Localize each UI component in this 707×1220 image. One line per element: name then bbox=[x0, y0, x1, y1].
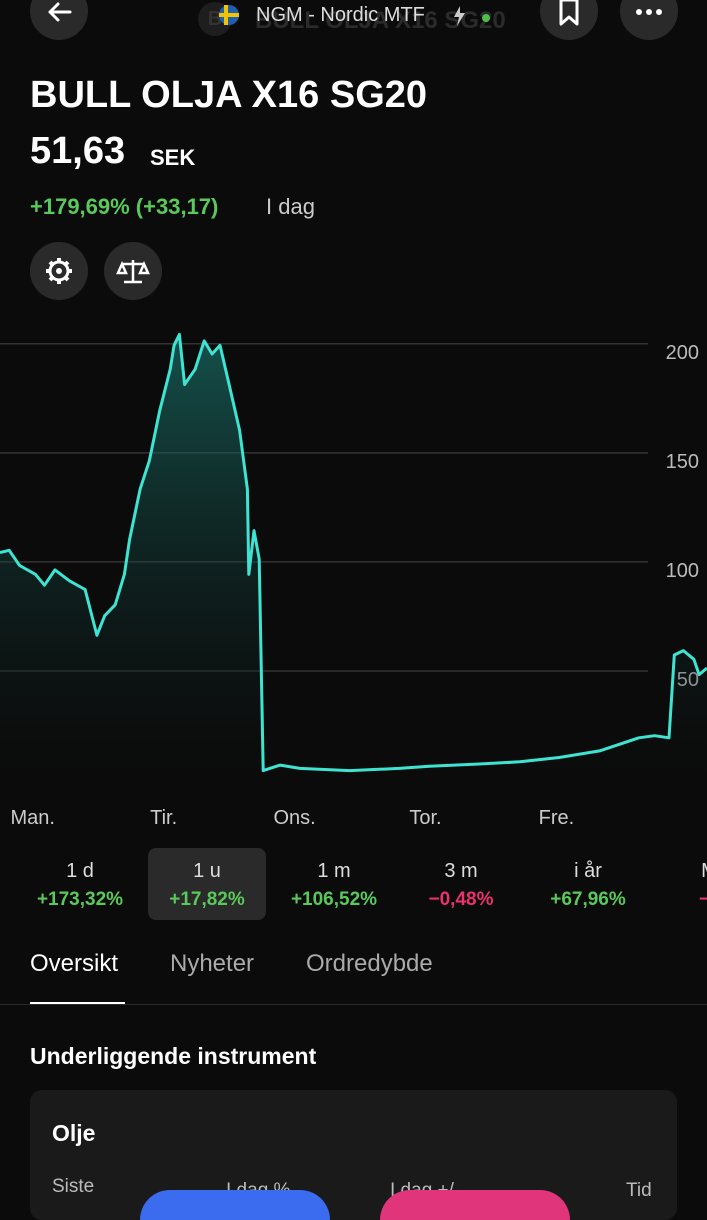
price-line bbox=[0, 332, 707, 773]
x-tick-label: Tor. bbox=[409, 807, 441, 829]
card-title: Olje bbox=[52, 1120, 96, 1146]
settings-button[interactable] bbox=[30, 242, 88, 300]
tab[interactable]: Nyheter bbox=[170, 950, 255, 977]
period-option[interactable]: 1 m +106,52% bbox=[275, 848, 393, 920]
y-tick-label: 100 bbox=[666, 560, 699, 582]
tab[interactable]: Ordredybde bbox=[306, 950, 433, 977]
period-option[interactable]: Ma −54 bbox=[656, 848, 707, 920]
flag bbox=[219, 5, 239, 25]
column-header: Siste bbox=[52, 1176, 95, 1197]
divider bbox=[0, 1004, 707, 1005]
sell-button[interactable] bbox=[380, 1190, 570, 1220]
status-icons bbox=[454, 6, 490, 26]
period-label: i år bbox=[574, 860, 602, 882]
change: +179,69% (+33,17) bbox=[30, 194, 219, 219]
y-tick-label: 150 bbox=[666, 451, 699, 473]
period-label: 1 d bbox=[66, 860, 94, 882]
x-tick-label: Fre. bbox=[539, 807, 575, 829]
x-tick-label: Ons. bbox=[273, 807, 315, 829]
period-label: 1 m bbox=[317, 860, 351, 882]
x-tick-label: Man. bbox=[10, 807, 54, 829]
change-period: I dag bbox=[266, 194, 315, 219]
period-change: −54 bbox=[698, 889, 707, 910]
back-icon bbox=[48, 2, 72, 22]
bookmark-icon bbox=[559, 0, 579, 26]
settings-icon bbox=[46, 258, 72, 284]
underlying-card[interactable]: Olje Siste I dag % I dag +/- Tid bbox=[30, 1090, 677, 1220]
period-label: 1 u bbox=[193, 860, 221, 882]
period-label: 3 m bbox=[444, 860, 478, 882]
period-option[interactable]: 1 d +173,32% bbox=[21, 848, 139, 920]
section-title: Underliggende instrument bbox=[30, 1043, 317, 1069]
period-change: +17,82% bbox=[169, 889, 245, 910]
period-label: Ma bbox=[656, 860, 707, 883]
period-change: +173,32% bbox=[36, 889, 124, 910]
tab[interactable]: Oversikt bbox=[30, 950, 119, 977]
scale-icon bbox=[116, 260, 150, 284]
x-tick-label: Tir. bbox=[150, 807, 177, 829]
period-change: +106,52% bbox=[290, 889, 378, 910]
more-button[interactable] bbox=[620, 0, 678, 40]
column-header: Tid bbox=[626, 1180, 652, 1201]
y-tick-label: 200 bbox=[666, 342, 699, 364]
more-icon bbox=[636, 9, 662, 15]
period-change: +67,96% bbox=[550, 889, 626, 910]
exchange: NGM - Nordic MTF bbox=[256, 4, 425, 26]
area-fill bbox=[0, 334, 707, 776]
collapsed-title: BULL OLJA X16 SG20 bbox=[255, 7, 506, 34]
period-change: −0,48% bbox=[428, 889, 494, 910]
price-chart: 50100150200Man.Tir.Ons.Tor.Fre. bbox=[0, 332, 707, 829]
tab-indicator bbox=[30, 1002, 125, 1005]
back-button[interactable] bbox=[30, 0, 88, 40]
price: 51,63 bbox=[30, 130, 126, 172]
compare-button[interactable] bbox=[104, 242, 162, 300]
period-option[interactable]: 3 m −0,48% bbox=[402, 848, 520, 920]
bookmark-button[interactable] bbox=[540, 0, 598, 40]
currency: SEK bbox=[150, 145, 196, 170]
period-option[interactable]: i år +67,96% bbox=[529, 848, 647, 920]
buy-button[interactable] bbox=[140, 1190, 330, 1220]
period-option[interactable]: 1 u +17,82% bbox=[148, 848, 266, 920]
title: BULL OLJA X16 SG20 bbox=[30, 74, 428, 116]
